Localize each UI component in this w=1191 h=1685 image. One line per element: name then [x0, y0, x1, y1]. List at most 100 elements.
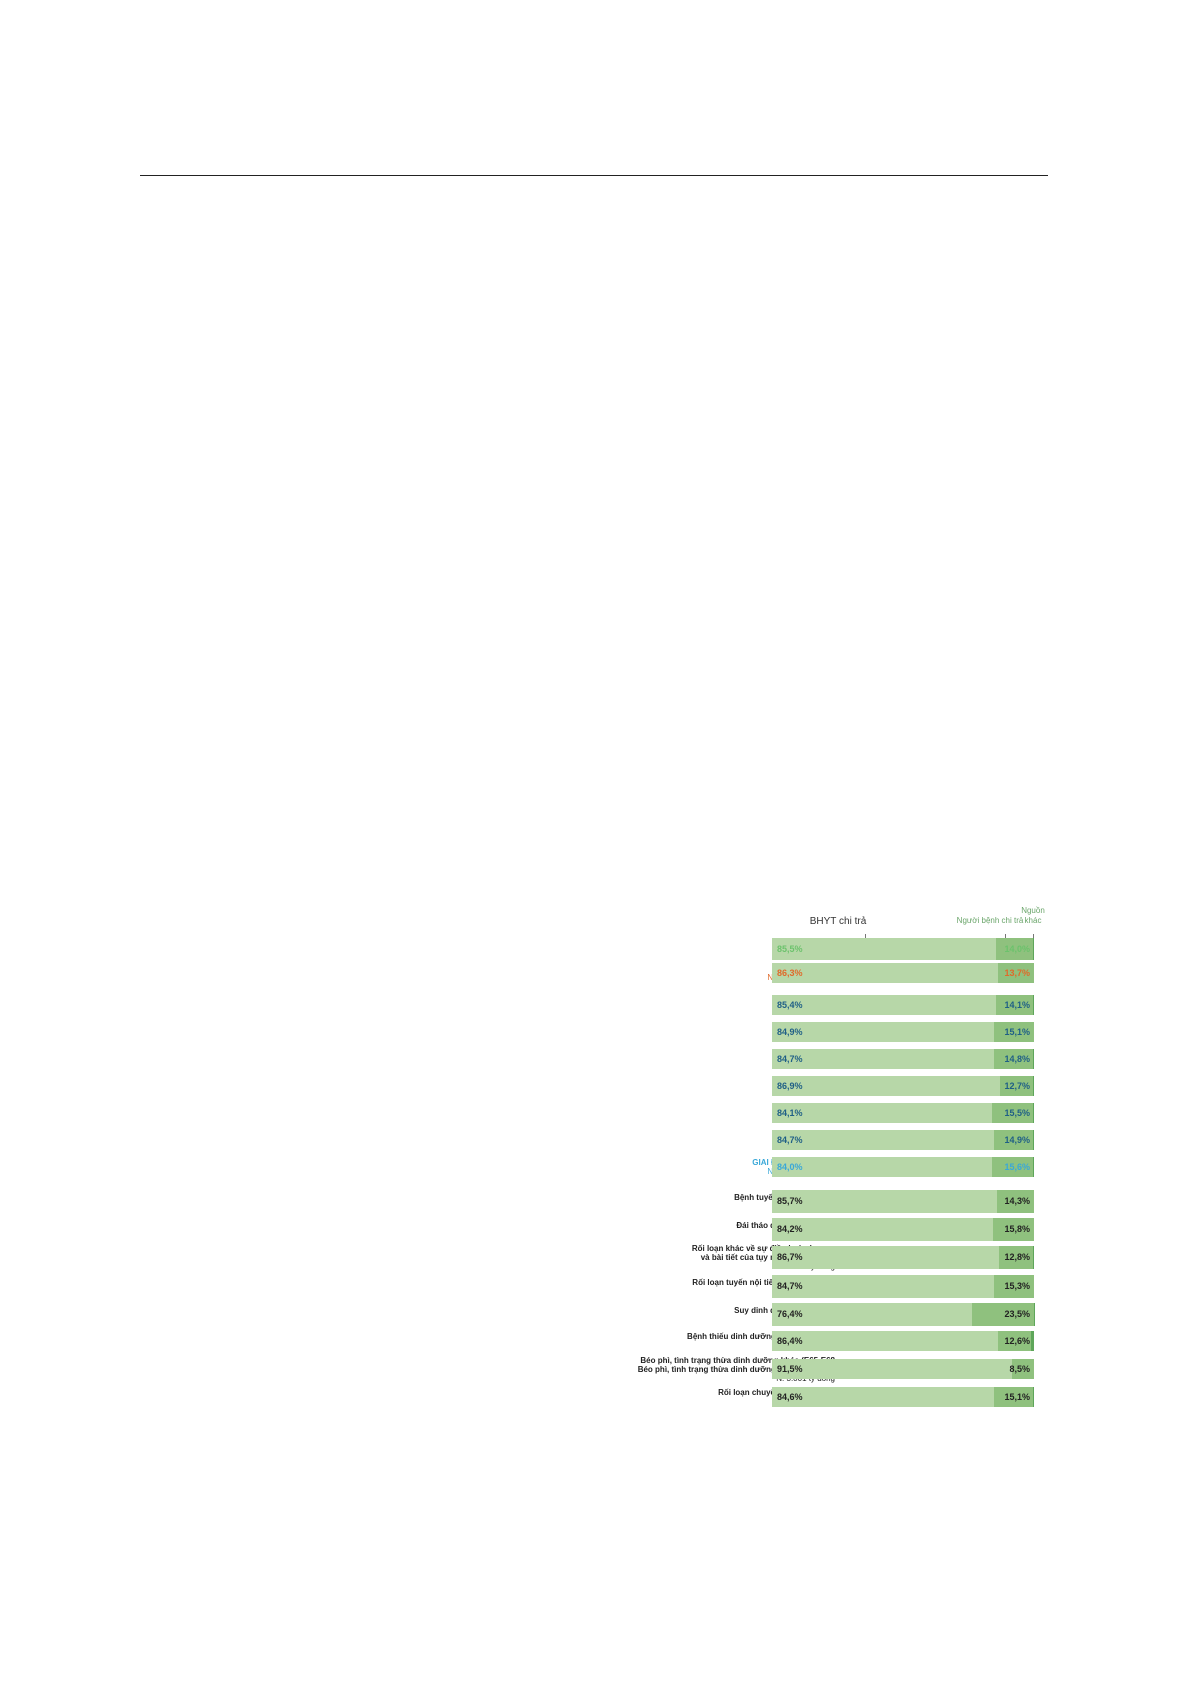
value-label-patient: 15,8% [1004, 1224, 1030, 1234]
value-label-patient: 23,5% [1004, 1309, 1030, 1319]
bar-other [1032, 995, 1034, 1015]
value-label-patient: 15,6% [1004, 1162, 1030, 1172]
row-title: Béo phì, tình trạng thừa dinh dưỡng khác… [640, 1356, 835, 1365]
chart-row: Bệnh tuyến giáp (E00-E07)N: 5.366 tỷ đồn… [600, 1190, 1050, 1213]
value-label-patient: 14,3% [1004, 1196, 1030, 1206]
value-label-bhyt: 91,5% [777, 1364, 803, 1374]
bar-patient [995, 995, 1033, 1015]
value-label-bhyt: 84,7% [777, 1135, 803, 1145]
value-label-bhyt: 84,1% [777, 1108, 803, 1118]
bar-bhyt: 86,4% 12,6% [772, 1331, 1034, 1351]
legend-tick [1005, 934, 1006, 938]
bar-patient [992, 1103, 1033, 1123]
row-title: Rối loạn tuyến nội tiết khác (E20-E35) [692, 1278, 835, 1287]
value-label-bhyt: 84,7% [777, 1281, 803, 1291]
chart-row: NỘI TRÚN: 10.410 tỷ đồng85,5%14,0% [600, 938, 1050, 960]
bar-patient [999, 1076, 1033, 1096]
bar-bhyt: 84,0% 15,6% [772, 1157, 1034, 1177]
bar-patient [972, 1303, 1034, 1326]
value-label-patient: 15,5% [1004, 1108, 1030, 1118]
chart-row: GIAI ĐOẠN 2018-2023N: 102.147 tỷ đồng84,… [600, 1157, 1050, 1177]
chart-row: Suy dinh dưỡng (E40-E46)N: 0.463 tỷ đồng… [600, 1303, 1050, 1326]
bar-bhyt: 86,9% 12,7% [772, 1076, 1034, 1096]
value-label-patient: 14,9% [1004, 1135, 1030, 1145]
value-label-bhyt: 85,7% [777, 1196, 803, 1206]
row-title: Bệnh thiếu dinh dưỡng khác (E50-E64) [687, 1332, 835, 1341]
bar-bhyt: 85,7% 14,3% [772, 1190, 1034, 1213]
bar-bhyt: 84,1% 15,5% [772, 1103, 1034, 1123]
bar-patient [993, 1049, 1033, 1069]
bar-bhyt: 84,6% 15,1% [772, 1387, 1034, 1407]
value-label-bhyt: 84,2% [777, 1224, 803, 1234]
bar-patient [998, 1331, 1032, 1351]
bar-bhyt: 91,5% 8,5% [772, 1359, 1034, 1379]
value-label-patient: 12,7% [1004, 1081, 1030, 1091]
bar-bhyt: 84,9% 15,1% [772, 1022, 1034, 1042]
bar-patient [996, 1190, 1034, 1213]
chart-row: Năm 2020N: 12.983 tỷ đồng84,7%14,8% [600, 1049, 1050, 1069]
value-label-patient: 15,1% [1004, 1027, 1030, 1037]
bar-patient [992, 1157, 1033, 1177]
chart-row: Bệnh thiếu dinh dưỡng khác (E50-E64)N: 1… [600, 1331, 1050, 1351]
row-title: Béo phì, tình trạng thừa dinh dưỡng khác… [637, 1365, 835, 1374]
legend-patient: Người bệnh chi trả [956, 916, 1024, 925]
value-label-bhyt: 84,7% [777, 1054, 803, 1064]
row-title: và bài tiết của tụy nội tiết (E15-E16) [700, 1253, 835, 1262]
legend-tick [1033, 934, 1034, 938]
legend-header: BHYT chi trả Người bệnh chi trả Nguồn kh… [600, 900, 1050, 940]
bar-patient [994, 1022, 1034, 1042]
chart-row: Năm 2022N: 11.376 tỷ đồng84,1%15,5% [600, 1103, 1050, 1123]
bar-bhyt: 84,7% 14,8% [772, 1049, 1034, 1069]
chart-row: Đái tháo đường (E10-E14)N: 54.325 tỷ đồn… [600, 1218, 1050, 1241]
value-label-patient: 12,6% [1004, 1336, 1030, 1346]
bar-other [1032, 1103, 1034, 1123]
bar-patient [992, 1218, 1034, 1241]
value-label-patient: 14,1% [1004, 1000, 1030, 1010]
value-label-bhyt: 85,5% [777, 944, 803, 954]
bar-patient [999, 1246, 1033, 1269]
value-label-bhyt: 85,4% [777, 1000, 803, 1010]
bar-bhyt: 86,7% 12,8% [772, 1246, 1034, 1269]
chart-row: Năm 2021N: 12.174 tỷ đồng86,9%12,7% [600, 1076, 1050, 1096]
chart-row: Năm 2018N: 16.257 tỷ đồng85,4%14,1% [600, 995, 1050, 1015]
value-label-bhyt: 86,4% [777, 1336, 803, 1346]
value-label-patient: 12,8% [1004, 1252, 1030, 1262]
chart-row: Năm 2023N: 10.551 tỷ đồng84,7%14,9% [600, 1130, 1050, 1150]
value-label-bhyt: 86,9% [777, 1081, 803, 1091]
bar-patient [993, 1275, 1034, 1298]
value-label-patient: 14,8% [1004, 1054, 1030, 1064]
chart-row: Rối loạn chuyển hoá (E70-E90)N: 27.165 t… [600, 1387, 1050, 1407]
bar-other [1032, 1076, 1034, 1096]
value-label-patient: 15,1% [1004, 1392, 1030, 1402]
chart-row: Rối loạn khác về sự điều hoà glucose và b… [600, 1244, 1050, 1271]
bar-other [1032, 1049, 1034, 1069]
chart-row: Rối loạn tuyến nội tiết khác (E20-E35)N:… [600, 1275, 1050, 1298]
legend-other: Nguồn khác [1021, 906, 1045, 925]
bar-bhyt: 86,3% 13,7% [772, 963, 1034, 983]
value-label-patient: 8,5% [1009, 1364, 1030, 1374]
legend-tick [865, 934, 866, 938]
bar-bhyt: 76,4% 23,5% [772, 1303, 1034, 1326]
value-label-patient: 13,7% [1004, 968, 1030, 978]
value-label-bhyt: 84,0% [777, 1162, 803, 1172]
bar-patient [1011, 1359, 1034, 1379]
row-title: Rối loạn khác về sự điều hoà glucose [691, 1244, 835, 1253]
value-label-patient: 14,0% [1004, 944, 1030, 954]
bar-patient [996, 938, 1033, 960]
bar-other [1032, 1157, 1034, 1177]
bar-other [1033, 1387, 1034, 1407]
value-label-bhyt: 84,6% [777, 1392, 803, 1402]
value-label-patient: 15,3% [1004, 1281, 1030, 1291]
bar-patient [998, 963, 1034, 983]
value-label-bhyt: 76,4% [777, 1309, 803, 1319]
bar-bhyt: 85,4% 14,1% [772, 995, 1034, 1015]
value-label-bhyt: 86,7% [777, 1252, 803, 1262]
bar-patient [993, 1130, 1033, 1150]
bar-bhyt: 84,2% 15,8% [772, 1218, 1034, 1241]
top-rule [140, 175, 1048, 176]
bar-other [1032, 1130, 1034, 1150]
chart-row: Béo phì, tình trạng thừa dinh dưỡng khác… [600, 1356, 1050, 1383]
chart-row: Năm 2019N: 14.036 tỷ đồng84,9%15,1% [600, 1022, 1050, 1042]
bar-other [1031, 1331, 1034, 1351]
bar-patient [993, 1387, 1034, 1407]
